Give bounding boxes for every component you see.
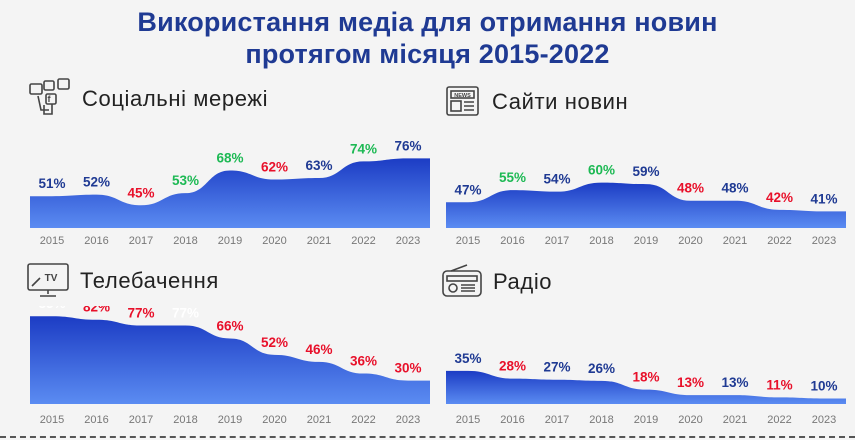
x-tick-label: 2016: [84, 414, 108, 426]
x-tick-label: 2020: [678, 414, 702, 426]
x-tick-label: 2020: [262, 414, 286, 426]
x-tick-label: 2018: [589, 414, 613, 426]
data-label: 63%: [305, 158, 332, 173]
page-title: Використання медіа для отримання новин п…: [0, 6, 855, 70]
x-tick-label: 2021: [723, 414, 747, 426]
x-tick-label: 2020: [262, 235, 286, 247]
data-label: 35%: [454, 351, 481, 366]
area-news_sites: [446, 182, 846, 228]
area-social: [30, 158, 430, 228]
tv-label: Телебачення: [80, 268, 219, 293]
x-tick-label: 2015: [40, 414, 64, 426]
data-label: 10%: [810, 378, 837, 393]
data-label: 60%: [588, 163, 615, 178]
data-label: 45%: [127, 185, 154, 200]
data-label: 76%: [394, 138, 421, 153]
data-label: 28%: [499, 359, 526, 374]
news-sites-label: Сайти новин: [492, 89, 629, 114]
data-label: 13%: [721, 375, 748, 390]
x-tick-label: 2019: [634, 414, 658, 426]
data-label: 66%: [216, 318, 243, 333]
chart-tv: 85% 82% 77% 77% 66% 52% 46% 36% 30% 2015 2016 2017 2…: [30, 306, 430, 426]
x-tick-label: 2016: [500, 235, 524, 247]
x-tick-label: 2021: [307, 235, 331, 247]
x-tick-label: 2020: [678, 235, 702, 247]
data-label: 11%: [766, 377, 792, 392]
x-tick-label: 2021: [307, 414, 331, 426]
x-tick-label: 2018: [589, 235, 613, 247]
chart-news-sites: 47% 55% 54% 60% 59% 48% 48% 42% 41% 2015 2016 2017 2…: [446, 163, 846, 247]
x-tick-label: 2018: [173, 414, 197, 426]
data-label: 77%: [172, 306, 199, 321]
x-tick-label: 2022: [351, 235, 375, 247]
panel-header-radio: Радіо: [441, 264, 552, 300]
x-tick-label: 2015: [40, 235, 64, 247]
tv-icon: TV: [27, 263, 69, 297]
x-tick-label: 2022: [351, 414, 375, 426]
x-tick-label: 2019: [218, 235, 242, 247]
chart-radio: 35% 28% 27% 26% 18% 13% 13% 11% 10% 2015 2016 2017 2…: [446, 351, 846, 426]
data-label: 13%: [677, 375, 704, 390]
data-label: 48%: [677, 181, 704, 196]
chart-social: 51% 52% 45% 53% 68% 62% 63% 74% 76% 2015 2016 2017 2…: [30, 138, 430, 247]
x-tick-label: 2019: [218, 414, 242, 426]
x-tick-label: 2015: [456, 414, 480, 426]
data-label: 59%: [632, 164, 659, 179]
area-radio: [446, 370, 846, 404]
social-label: Соціальні мережі: [82, 86, 269, 111]
x-tick-label: 2023: [812, 235, 836, 247]
radio-icon: [442, 264, 482, 297]
radio-label: Радіо: [493, 269, 553, 294]
social-media-icon: f: [29, 78, 70, 115]
x-tick-label: 2018: [173, 235, 197, 247]
svg-text:f: f: [48, 94, 52, 104]
area-tv: [30, 316, 430, 404]
data-label: 53%: [172, 173, 199, 188]
x-tick-label: 2023: [396, 235, 420, 247]
panel-header-tv: TV Телебачення: [26, 262, 219, 300]
data-label: 54%: [543, 172, 570, 187]
data-label: 26%: [588, 361, 615, 376]
x-tick-label: 2017: [545, 414, 569, 426]
panel-header-news-sites: NEWS Сайти новин: [444, 84, 628, 120]
title-line-1: Використання медіа для отримання новин: [137, 7, 718, 37]
data-label: 48%: [721, 181, 748, 196]
svg-text:NEWS: NEWS: [454, 93, 471, 99]
x-tick-label: 2017: [545, 235, 569, 247]
data-label: 74%: [350, 141, 377, 156]
x-tick-label: 2023: [396, 414, 420, 426]
data-label: 85%: [38, 306, 65, 311]
data-label: 41%: [810, 191, 837, 206]
data-label: 30%: [394, 361, 421, 376]
data-label: 52%: [261, 335, 288, 350]
x-tick-label: 2021: [723, 235, 747, 247]
bottom-divider: [0, 436, 855, 438]
x-tick-label: 2015: [456, 235, 480, 247]
x-tick-label: 2022: [767, 414, 791, 426]
x-tick-label: 2017: [129, 414, 153, 426]
data-label: 51%: [38, 176, 65, 191]
data-label: 77%: [127, 306, 154, 321]
data-label: 62%: [261, 160, 288, 175]
data-label: 47%: [454, 182, 481, 197]
x-tick-label: 2022: [767, 235, 791, 247]
data-label: 82%: [83, 306, 110, 315]
title-line-2: протягом місяця 2015-2022: [245, 39, 610, 69]
newspaper-icon: NEWS: [446, 86, 479, 116]
x-tick-label: 2023: [812, 414, 836, 426]
x-tick-label: 2019: [634, 235, 658, 247]
data-label: 55%: [499, 170, 526, 185]
panel-header-social: f Соціальні мережі: [28, 78, 268, 120]
data-label: 42%: [766, 190, 793, 205]
svg-text:TV: TV: [45, 273, 58, 284]
x-tick-label: 2016: [84, 235, 108, 247]
x-tick-label: 2017: [129, 235, 153, 247]
data-label: 27%: [543, 360, 570, 375]
x-tick-label: 2016: [500, 414, 524, 426]
data-label: 52%: [83, 175, 110, 190]
data-label: 36%: [350, 354, 377, 369]
data-label: 18%: [632, 370, 659, 385]
data-label: 68%: [216, 150, 243, 165]
data-label: 46%: [305, 342, 332, 357]
